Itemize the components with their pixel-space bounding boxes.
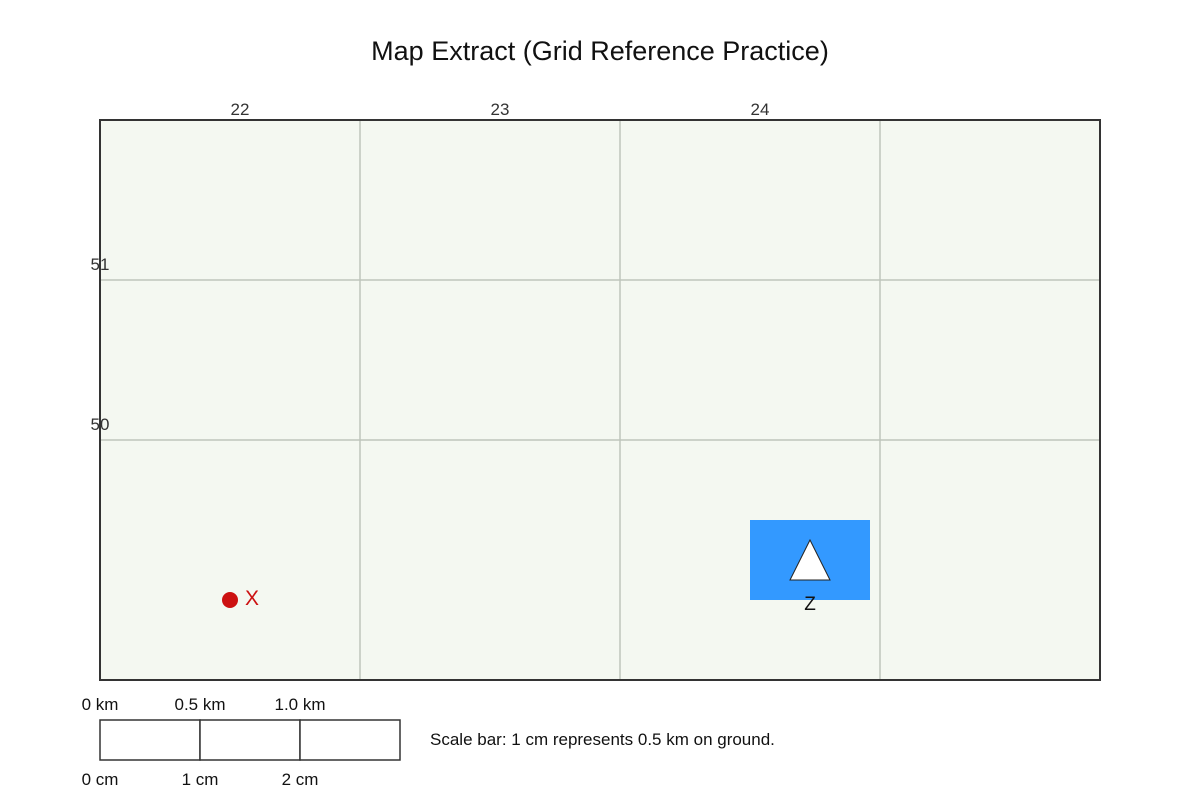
easting-label-24: 24 (751, 100, 770, 119)
triangle-icon (789, 538, 831, 581)
scale-bar-caption: Scale bar: 1 cm represents 0.5 km on gro… (430, 730, 775, 749)
scale-bar-segment (299, 719, 401, 761)
scale-km-label-2: 1.0 km (274, 695, 325, 714)
northing-label-50: 50 (91, 415, 110, 434)
scale-cm-label-0: 0 cm (82, 770, 119, 789)
red-dot-icon (222, 592, 238, 608)
marker-x-label: X (245, 587, 259, 610)
northing-label-51: 51 (91, 255, 110, 274)
map-area (100, 120, 1100, 680)
easting-label-22: 22 (231, 100, 250, 119)
map-border (99, 119, 1101, 681)
scale-km-label-0: 0 km (82, 695, 119, 714)
page-title: Map Extract (Grid Reference Practice) (371, 36, 829, 66)
feature-z-label: Z (804, 594, 816, 615)
scale-cm-label-1: 1 cm (182, 770, 219, 789)
scale-bar (99, 719, 401, 761)
scale-km-label-1: 0.5 km (174, 695, 225, 714)
scale-cm-label-2: 2 cm (282, 770, 319, 789)
easting-label-23: 23 (491, 100, 510, 119)
scale-bar-segment (99, 719, 201, 761)
grid-lines (100, 120, 1100, 680)
scale-bar-segment (199, 719, 301, 761)
